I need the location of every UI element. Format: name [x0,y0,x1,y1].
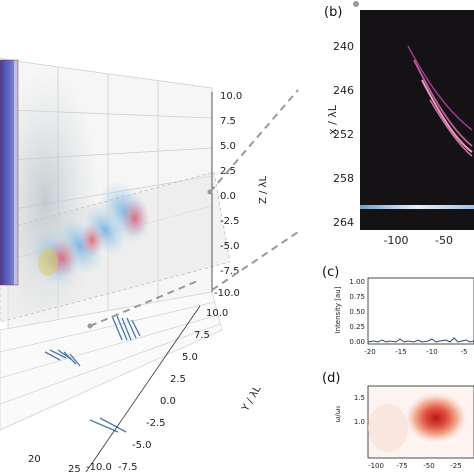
svg-text:-20: -20 [364,348,375,356]
svg-text:20: 20 [28,454,41,465]
svg-text:7.5: 7.5 [220,116,236,127]
svg-text:-7.5: -7.5 [118,462,138,473]
panel-c-frame [367,277,474,345]
svg-text:0.00: 0.00 [349,338,365,346]
y-axis-label: Y / λL [240,384,264,414]
panel-b-ylabel: x / λL [326,104,339,135]
svg-text:0.0: 0.0 [160,396,176,407]
svg-text:-10.0: -10.0 [214,288,240,299]
svg-text:10.0: 10.0 [206,308,228,319]
panel-b: (b) 240 246 252 258 264 x / λL -100 -50 [324,1,474,247]
svg-text:-25: -25 [450,462,461,470]
heatmap-b [360,10,474,230]
floor-projection [44,315,141,433]
svg-text:-100: -100 [368,462,384,470]
svg-text:1.00: 1.00 [349,278,365,286]
panel-c-ylabel: Intensity [au] [334,286,342,333]
spectral-halo [368,404,408,452]
svg-text:258: 258 [333,172,354,185]
panel-c-x-ticks: -20 -15 -10 -5 [364,348,467,356]
svg-text:-50: -50 [435,234,453,247]
svg-text:-15: -15 [395,348,406,356]
z-axis-ticks: 10.0 7.5 5.0 2.5 0.0 -2.5 -5.0 -7.5 -10.… [214,91,242,299]
svg-text:-100: -100 [384,234,409,247]
panel-d-y-ticks: 1.5 1.0 [354,394,365,426]
panel-d-label: (d) [322,371,340,386]
svg-text:264: 264 [333,216,354,229]
svg-text:-5.0: -5.0 [132,440,152,451]
beam-line [360,205,474,209]
z-axis-label: Z / λL [258,176,269,204]
svg-text:7.5: 7.5 [194,330,210,341]
arc-traces [407,45,473,157]
target-slab [0,59,19,286]
plasma-structure [30,180,151,287]
svg-text:-2.5: -2.5 [220,216,240,227]
svg-text:1.0: 1.0 [354,418,365,426]
svg-text:-5: -5 [461,348,468,356]
svg-text:-7.5: -7.5 [220,266,240,277]
panel-c-y-ticks: 1.00 0.75 0.50 0.25 0.00 [349,278,365,346]
y-axis-line [85,305,201,473]
svg-text:5.0: 5.0 [182,352,198,363]
panel-d-x-ticks: -100 -75 -50 -25 [368,462,462,470]
svg-text:-10.0: -10.0 [86,462,112,473]
panel-3d: 10.0 7.5 5.0 2.5 0.0 -2.5 -5.0 -7.5 -10.… [0,57,299,474]
connector-dot [87,323,93,329]
svg-text:0.75: 0.75 [349,293,365,301]
panel-c-label: (c) [322,265,339,280]
panel-b-x-ticks: -100 -50 [384,234,453,247]
intensity-trace [367,337,474,343]
svg-text:1.5: 1.5 [354,394,365,402]
svg-text:240: 240 [333,40,354,53]
svg-text:0.25: 0.25 [349,323,365,331]
connector-dot [207,189,213,195]
panel-c: (c) 1.00 0.75 0.50 0.25 0.00 Intensity [… [322,265,474,356]
svg-text:5.0: 5.0 [220,141,236,152]
zoom-connectors [89,89,299,327]
panel-b-label: (b) [324,5,342,20]
svg-text:252: 252 [333,128,354,141]
spectral-spot [404,392,468,444]
panel-b-y-ticks: 240 246 252 258 264 [333,40,354,229]
panel-d-ylabel: ω/ω₀ [334,405,342,422]
svg-text:-75: -75 [396,462,407,470]
connector-dot [353,1,359,7]
svg-text:-50: -50 [423,462,434,470]
svg-text:0.0: 0.0 [220,191,236,202]
x-axis-ticks: 20 25 [28,454,81,474]
y-axis-ticks: 10.0 7.5 5.0 2.5 0.0 -2.5 -5.0 -7.5 -10.… [86,308,228,473]
svg-text:-2.5: -2.5 [146,418,166,429]
svg-text:2.5: 2.5 [170,374,186,385]
svg-text:-5.0: -5.0 [220,241,240,252]
svg-text:0.50: 0.50 [349,308,365,316]
svg-text:246: 246 [333,84,354,97]
svg-text:-10: -10 [426,348,437,356]
svg-text:25: 25 [68,464,81,474]
svg-text:10.0: 10.0 [220,91,242,102]
panel-d: (d) 1.5 1.0 ω/ω₀ -100 -75 -50 -25 [322,371,474,470]
